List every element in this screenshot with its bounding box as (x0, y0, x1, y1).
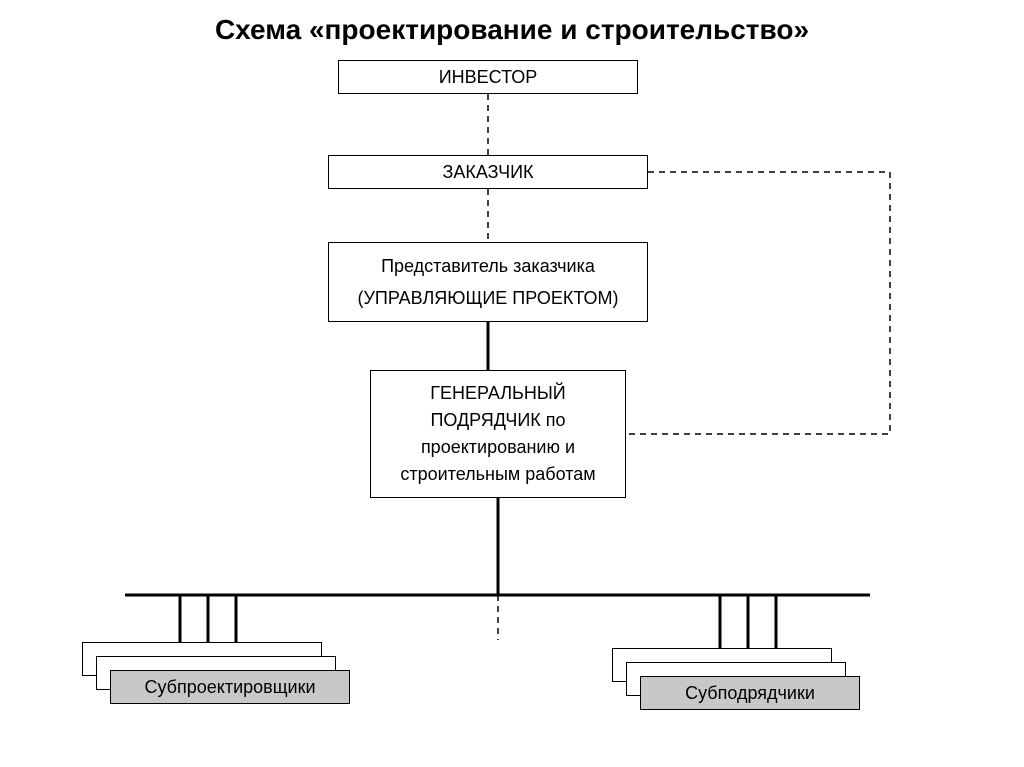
node-general-contractor-label: ГЕНЕРАЛЬНЫЙ ПОДРЯДЧИК по проектированию … (381, 380, 615, 488)
node-representative-label-1: Представитель заказчика (381, 250, 595, 282)
node-customer: ЗАКАЗЧИК (328, 155, 648, 189)
node-subdesigners: Субпроектировщики (110, 670, 350, 704)
node-investor-label: ИНВЕСТОР (439, 67, 538, 88)
node-subcontractors: Субподрядчики (640, 676, 860, 710)
node-general-contractor: ГЕНЕРАЛЬНЫЙ ПОДРЯДЧИК по проектированию … (370, 370, 626, 498)
node-subdesigners-label: Субпроектировщики (144, 677, 315, 698)
node-representative: Представитель заказчика (УПРАВЛЯЮЩИЕ ПРО… (328, 242, 648, 322)
diagram-canvas: { "title": { "text": "Схема «проектирова… (0, 0, 1024, 767)
node-subcontractors-label: Субподрядчики (685, 683, 815, 704)
node-investor: ИНВЕСТОР (338, 60, 638, 94)
node-customer-label: ЗАКАЗЧИК (442, 162, 533, 183)
node-representative-label-2: (УПРАВЛЯЮЩИЕ ПРОЕКТОМ) (357, 282, 618, 314)
diagram-title: Схема «проектирование и строительство» (0, 14, 1024, 46)
